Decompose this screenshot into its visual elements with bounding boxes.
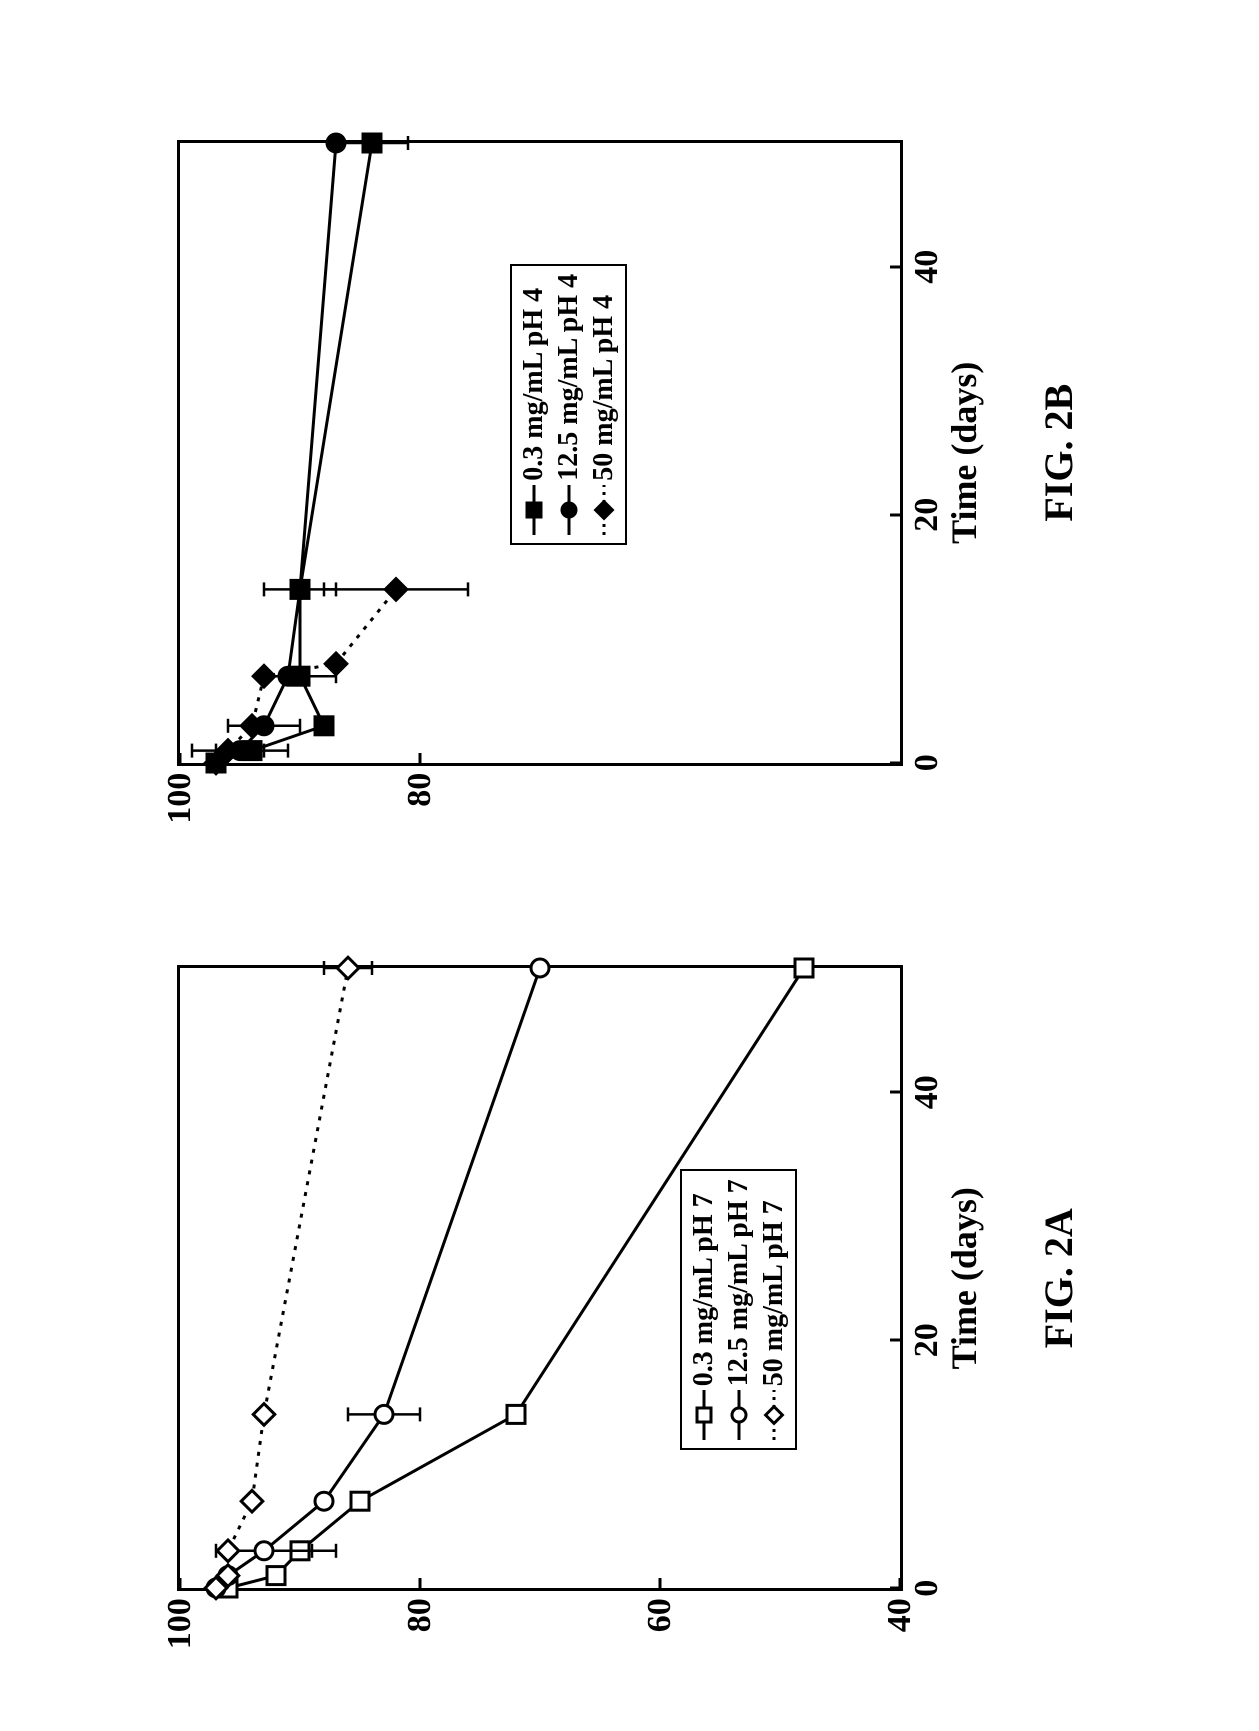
- legend-row: 12.5 mg/mL pH 7: [721, 1179, 756, 1440]
- chart-b-plot: 0.3 mg/mL pH 4 12.5 mg/mL pH 4 50 mg/mL …: [177, 140, 903, 766]
- y-tick-label: 80: [401, 773, 439, 807]
- chart-a-plot: 0.3 mg/mL pH 7 12.5 mg/mL pH 7 50 mg/mL …: [177, 965, 903, 1591]
- legend-marker-icon: [729, 1390, 749, 1440]
- chart-b-legend: 0.3 mg/mL pH 4 12.5 mg/mL pH 4 50 mg/mL …: [510, 264, 627, 545]
- y-tick-label: 80: [401, 1598, 439, 1632]
- chart-a-legend: 0.3 mg/mL pH 7 12.5 mg/mL pH 7 50 mg/mL …: [680, 1169, 797, 1450]
- x-tick-label: 20: [908, 498, 946, 532]
- y-tick-label: 40: [881, 1598, 919, 1632]
- x-tick-label: 40: [908, 1075, 946, 1109]
- figure-container: 0.3 mg/mL pH 7 12.5 mg/mL pH 7 50 mg/mL …: [0, 0, 1259, 1731]
- legend-label: 0.3 mg/mL pH 7: [686, 1193, 721, 1386]
- legend-row: 50 mg/mL pH 4: [586, 274, 621, 535]
- y-tick-label: 60: [641, 1598, 679, 1632]
- legend-row: 50 mg/mL pH 7: [756, 1179, 791, 1440]
- legend-label: 50 mg/mL pH 4: [586, 295, 621, 481]
- x-tick-label: 40: [908, 250, 946, 284]
- y-tick-label: 100: [161, 1598, 199, 1649]
- legend-row: 0.3 mg/mL pH 7: [686, 1179, 721, 1440]
- y-tick-label: 100: [161, 773, 199, 824]
- x-tick-label: 0: [908, 754, 946, 771]
- legend-row: 12.5 mg/mL pH 4: [551, 274, 586, 535]
- legend-label: 12.5 mg/mL pH 4: [551, 274, 586, 481]
- figure-b-label: FIG. 2B: [1035, 384, 1082, 522]
- legend-marker-icon: [559, 485, 579, 535]
- figure-a-label: FIG. 2A: [1035, 1208, 1082, 1348]
- chart-a-xlabel: Time (days): [943, 1187, 985, 1369]
- legend-label: 12.5 mg/mL pH 7: [721, 1179, 756, 1386]
- legend-marker-icon: [764, 1390, 784, 1440]
- x-tick-label: 20: [908, 1323, 946, 1357]
- panel-b: 0.3 mg/mL pH 4 12.5 mg/mL pH 4 50 mg/mL …: [177, 140, 1082, 766]
- legend-marker-icon: [594, 485, 614, 535]
- legend-label: 0.3 mg/mL pH 4: [516, 288, 551, 481]
- x-tick-label: 0: [908, 1580, 946, 1597]
- chart-b-xlabel: Time (days): [943, 362, 985, 544]
- legend-row: 0.3 mg/mL pH 4: [516, 274, 551, 535]
- legend-label: 50 mg/mL pH 7: [756, 1200, 791, 1386]
- legend-marker-icon: [694, 1390, 714, 1440]
- panel-a: 0.3 mg/mL pH 7 12.5 mg/mL pH 7 50 mg/mL …: [177, 965, 1082, 1591]
- legend-marker-icon: [524, 485, 544, 535]
